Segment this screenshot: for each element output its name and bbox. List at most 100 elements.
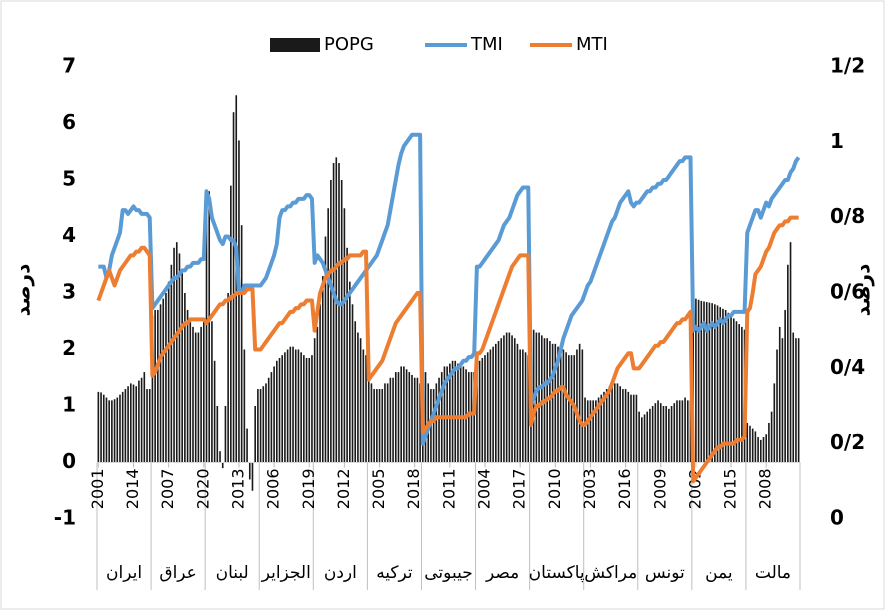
bar	[659, 403, 662, 463]
bar	[143, 372, 146, 463]
bar	[686, 400, 689, 463]
bar	[500, 338, 503, 463]
bar	[787, 264, 789, 463]
bar	[622, 389, 624, 463]
bar	[286, 349, 289, 463]
bar	[684, 397, 686, 463]
group-label: پاکستان	[529, 563, 585, 583]
bar	[113, 399, 116, 463]
group-label: اردن	[324, 563, 357, 583]
bar	[651, 406, 654, 463]
y2-tick-label: 0/6	[830, 280, 865, 304]
bar	[565, 352, 567, 463]
bar	[394, 372, 397, 463]
bar	[770, 411, 773, 463]
bar	[570, 355, 573, 463]
x-tick-label: 2007	[158, 469, 177, 510]
bar	[419, 383, 421, 463]
bar	[373, 389, 375, 463]
bar	[432, 389, 435, 463]
bar	[308, 357, 311, 463]
bar	[343, 208, 346, 463]
bar	[535, 332, 538, 463]
bar	[313, 338, 316, 463]
bar	[784, 309, 786, 463]
x-tick-label: 2020	[193, 469, 212, 510]
x-tick-label: 2014	[123, 469, 142, 510]
bar	[457, 363, 459, 463]
bar	[768, 422, 770, 463]
x-tick-label: 2011	[439, 469, 458, 510]
bar	[719, 307, 722, 463]
bar	[554, 343, 557, 463]
bar	[348, 281, 351, 463]
x-tick-label: 2017	[510, 469, 529, 510]
bar	[624, 389, 627, 463]
bar	[275, 360, 278, 463]
bar	[632, 394, 635, 463]
bar	[681, 400, 684, 463]
bar	[538, 332, 540, 463]
bar	[703, 301, 705, 463]
bar	[208, 191, 211, 463]
bar	[389, 377, 392, 463]
bar	[738, 324, 740, 463]
bar	[197, 332, 200, 463]
bar	[346, 247, 348, 463]
bar	[673, 403, 676, 463]
bar	[592, 400, 594, 463]
bar	[138, 380, 140, 463]
bar	[411, 374, 413, 463]
x-tick-label: 2009	[650, 469, 669, 510]
bar	[175, 242, 178, 463]
bar	[116, 397, 119, 463]
bar	[102, 394, 105, 463]
bar	[262, 386, 265, 463]
bar	[335, 157, 338, 463]
bar	[727, 312, 730, 463]
bar	[595, 400, 597, 463]
bar	[194, 332, 197, 463]
bar	[641, 417, 643, 463]
line-series	[96, 215, 799, 484]
bar	[711, 303, 713, 463]
bar	[778, 326, 781, 463]
group-label: تونس	[645, 563, 685, 583]
bar	[370, 383, 373, 463]
legend-label: POPG	[324, 34, 374, 55]
bar	[97, 391, 100, 463]
bar	[714, 304, 716, 463]
y-tick-label: 0	[62, 449, 76, 473]
y-tick-label: 1	[62, 393, 76, 417]
y2-tick-label: 0/4	[830, 355, 865, 379]
x-tick-label: 2005	[369, 469, 388, 510]
bar	[470, 372, 473, 463]
bar	[405, 369, 408, 463]
bar	[362, 349, 365, 463]
bar	[173, 247, 175, 463]
bar	[697, 299, 700, 463]
bar	[265, 383, 267, 463]
bar	[503, 335, 505, 463]
bar	[478, 360, 481, 463]
y-tick-label: 3	[62, 280, 76, 304]
bar	[297, 349, 300, 463]
bar	[516, 343, 519, 463]
bar	[576, 349, 578, 463]
bar	[741, 326, 743, 463]
bar	[484, 355, 486, 463]
bar	[630, 394, 632, 463]
bar	[259, 389, 262, 463]
bar	[108, 400, 110, 463]
bar	[589, 400, 592, 463]
bar	[549, 341, 551, 463]
bar	[294, 349, 297, 463]
group-label: الجزایر	[261, 563, 311, 583]
bar	[605, 389, 608, 463]
bar	[238, 140, 240, 463]
group-label: ایران	[106, 563, 142, 583]
bar	[381, 389, 384, 463]
group-label: جیبوتی	[424, 563, 472, 583]
group-label: ترکیه	[376, 563, 413, 583]
bar	[151, 315, 154, 463]
